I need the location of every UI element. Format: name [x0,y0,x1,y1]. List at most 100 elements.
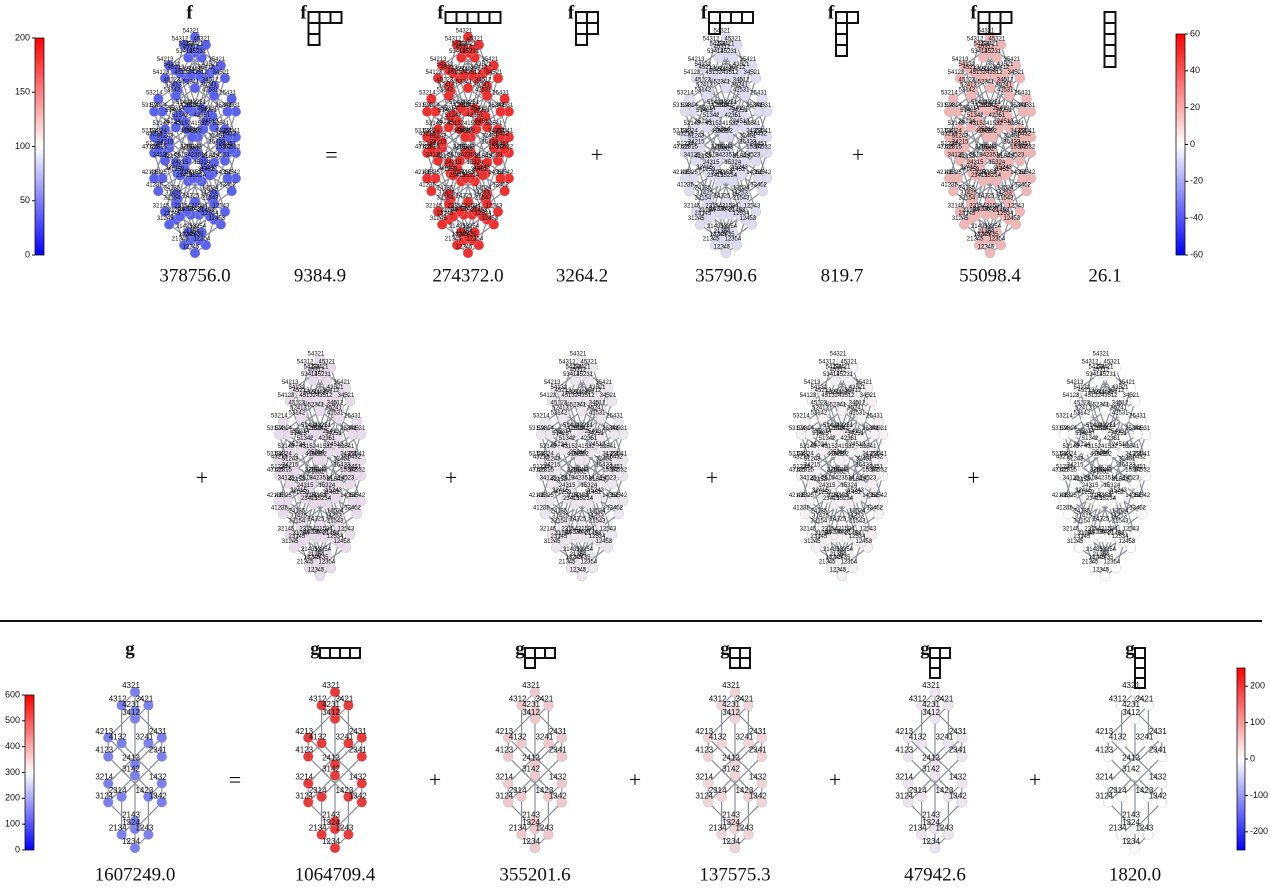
node-label: 32154 [1074,518,1091,524]
node-label: 43152 [561,444,578,450]
young-box [835,33,848,46]
panel-value: 1064709.4 [295,864,376,885]
node-label: 31452 [845,490,862,496]
node-label: 25314 [183,127,200,133]
node-label: 42153 [289,477,306,483]
node-label: 34521 [1008,70,1025,76]
node-label: 53142 [551,410,568,416]
node-label: 3412 [522,708,540,717]
node-label: 32145 [684,203,701,209]
node-label: 21534 [722,203,739,209]
operator: + [967,465,979,490]
node-label: 4312 [109,694,127,703]
colorbar-tick-label: -20 [1190,176,1203,186]
node-label: 3124 [895,791,913,800]
node-label: 1423 [735,786,753,795]
node-label: 32415 [165,165,182,171]
node-label: 21543 [327,518,344,524]
young-box [1103,55,1117,68]
graph-node [222,173,233,184]
node-label: 45321 [194,36,211,42]
node-label: 53241 [1089,390,1106,396]
panel-value: 55098.4 [959,265,1021,286]
node-label: 3412 [722,708,740,717]
node-label: 31254 [441,208,458,214]
node-label: 52143 [153,121,170,127]
node-label: 54123 [278,393,295,399]
graph-node [200,116,212,127]
node-label: 21345 [445,237,462,243]
node-label: 42135 [415,170,432,176]
graph-node [215,136,227,148]
graph-node [219,73,231,84]
node-label: 12345 [830,568,847,574]
node-label: 32451 [1003,134,1020,140]
node-label: 51423 [812,431,829,437]
graph-node [456,227,467,238]
graph-node [174,211,186,222]
node-label: 34251 [200,108,217,114]
node-label: 31245 [952,216,969,222]
graph-node [153,93,164,105]
node-label: 3214 [95,772,113,781]
node-label: 51423 [290,431,307,437]
node-label: 32541 [860,444,877,450]
young-box [329,11,343,24]
young-box [1103,22,1117,35]
graph-node [208,65,220,76]
node-label: 31524 [180,170,197,176]
young-box [1103,11,1117,24]
node-label: 54123 [426,70,443,76]
node-label: 23451 [606,464,623,470]
node-label: 35142 [185,103,202,109]
node-label: 43152 [705,121,722,127]
node-label: 53412 [301,372,318,378]
node-label: 4312 [709,694,727,703]
node-label: 4123 [1095,746,1113,755]
node-label: 52134 [937,129,954,135]
node-label: 51234 [1056,464,1073,470]
operator: + [591,142,603,167]
node-label: 2134 [309,824,327,833]
node-label: 13245 [179,232,196,238]
node-label: 25341 [215,103,232,109]
node-label: 54123 [800,393,817,399]
node-label: 32451 [333,457,350,463]
operator: + [445,465,457,490]
operator: = [325,142,337,167]
graph-node [198,206,209,217]
graph-node [443,157,455,168]
node-label: 41253 [441,167,458,173]
node-label: 4312 [509,694,527,703]
node-label: 42531 [589,410,606,416]
node-label: 35124 [164,119,181,125]
node-label: 41523 [180,129,197,135]
node-label: 21435 [823,547,840,553]
graph-node [189,196,201,208]
graph-edge [459,78,477,130]
node-label: 15324 [725,160,742,166]
node-label: 41352 [830,469,847,475]
node-label: 13254 [189,224,206,230]
node-label: 12534 [202,211,219,217]
panel-value: 35790.6 [695,265,757,286]
node-label: 24513 [202,119,219,125]
node-label: 31245 [430,216,447,222]
node-label: 32154 [551,518,568,524]
node-label: 34521 [213,70,230,76]
node-label: 51432 [176,100,193,106]
node-label: 41523 [1090,452,1107,458]
node-label: 24153 [185,170,202,176]
node-label: 21435 [563,547,580,553]
node-label: 42153 [437,154,454,160]
colorbar-tick-label: -100 [1250,790,1268,800]
node-label: 53241 [179,67,196,73]
operator: + [829,767,841,792]
node-label: 2341 [149,746,167,755]
graph-node [187,131,198,143]
node-label: 1423 [535,786,553,795]
graph-node [183,227,194,238]
graph-node [148,173,160,184]
graph-node [499,93,510,105]
node-label: 53412 [707,49,724,55]
